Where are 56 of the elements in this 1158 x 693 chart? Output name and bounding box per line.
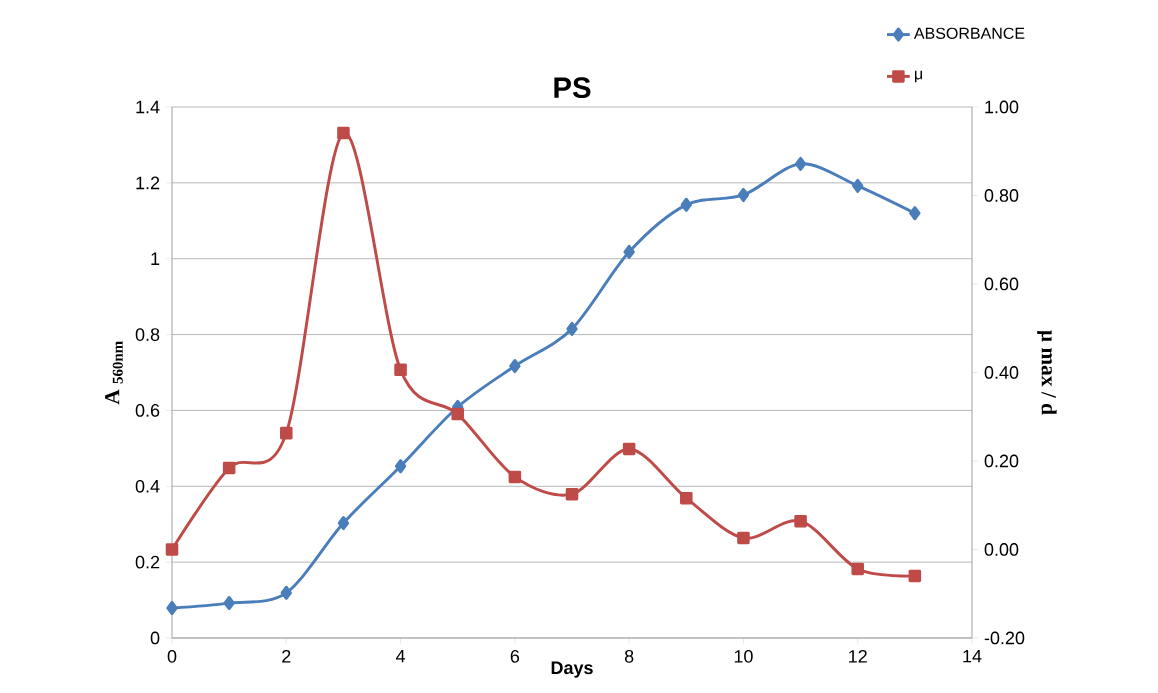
point: [166, 600, 178, 616]
point: [566, 321, 578, 336]
y2-tick-label: 0.00: [984, 543, 1019, 556]
point: [280, 585, 292, 600]
point: [851, 562, 864, 576]
point: [737, 187, 750, 203]
point: [737, 531, 750, 545]
y-axis-title: A $_{560nm}$: [105, 341, 123, 405]
point: [394, 459, 407, 474]
point: [394, 363, 407, 377]
point: [337, 126, 350, 140]
point: [165, 543, 179, 556]
y2-tick-label: 0.80: [984, 189, 1019, 202]
y-tick-label: 0: [150, 631, 160, 645]
y2-tick-label: -0.20: [984, 631, 1025, 645]
x-tick-label: 4: [395, 649, 406, 663]
point: [852, 178, 864, 193]
y-tick-label: 0.2: [135, 555, 160, 569]
point: [451, 407, 464, 421]
point: [680, 197, 692, 212]
x-tick-label: 12: [849, 649, 867, 663]
point: [794, 514, 807, 528]
y2-tick-label: 0.60: [984, 277, 1019, 291]
point: [909, 206, 921, 221]
point: [794, 156, 807, 171]
point: [508, 470, 522, 484]
chart-title: PS: [554, 77, 591, 99]
y-tick-label: 0.8: [135, 328, 160, 341]
y-tick-label: 1: [151, 252, 160, 265]
point: [622, 442, 636, 456]
x-tick-label: 10: [734, 649, 753, 663]
y2-tick-label: 0.40: [984, 366, 1019, 379]
x-tick-label: 6: [510, 649, 520, 663]
legend-label: μ: [915, 70, 922, 83]
y-tick-label: 1.2: [136, 176, 160, 190]
point: [222, 461, 236, 475]
y-tick-label: 1.4: [136, 100, 160, 114]
y2-tick-label: 1.00: [985, 100, 1019, 114]
point: [280, 426, 293, 440]
x-tick-label: 14: [963, 649, 982, 663]
x-tick-label: 8: [624, 649, 634, 663]
x-tick-label: 0: [167, 649, 177, 663]
point: [337, 515, 350, 531]
point: [680, 491, 693, 505]
point: [509, 358, 521, 374]
y-tick-label: 0.6: [135, 404, 160, 417]
point: [623, 244, 635, 259]
point: [223, 596, 235, 611]
legend-label: ABSORBANCE: [913, 27, 1025, 39]
y-tick-label: 0.4: [135, 479, 160, 493]
point: [908, 569, 922, 583]
x-axis-title: Days: [551, 661, 593, 678]
point: [565, 487, 579, 501]
y2-axis-title: μ max / d: [1037, 330, 1057, 415]
y2-tick-label: 0.20: [984, 454, 1019, 468]
x-tick-label: 2: [282, 649, 291, 663]
